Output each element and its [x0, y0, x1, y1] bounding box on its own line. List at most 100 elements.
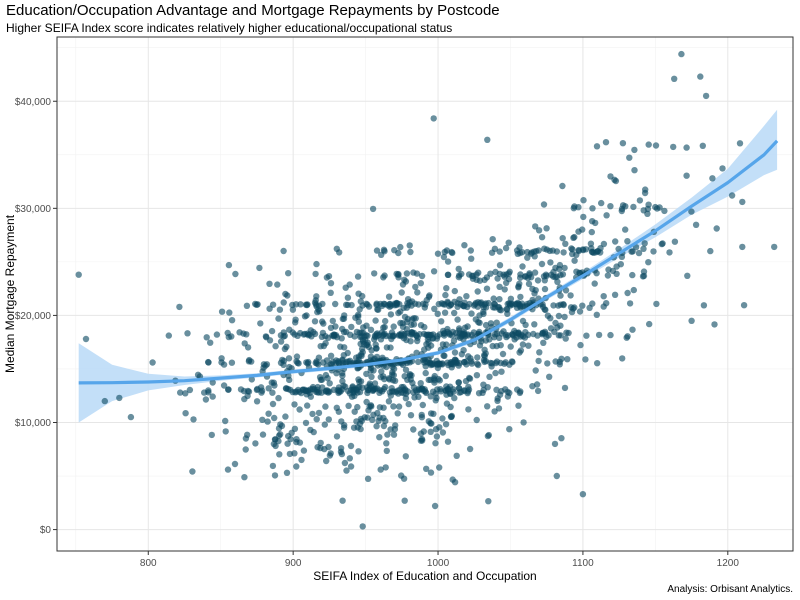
data-point — [277, 332, 285, 339]
data-point — [337, 445, 345, 452]
data-point — [493, 319, 500, 326]
data-point — [455, 273, 462, 281]
data-point — [470, 302, 478, 309]
data-point — [562, 240, 569, 247]
data-point — [359, 523, 366, 530]
data-point — [272, 442, 279, 450]
data-point — [613, 263, 620, 270]
data-point — [382, 464, 389, 471]
data-point — [588, 228, 595, 236]
data-point — [313, 260, 320, 268]
data-point — [517, 271, 524, 278]
data-point — [418, 435, 426, 443]
data-point — [260, 361, 268, 368]
data-point — [476, 277, 484, 284]
data-point — [330, 331, 338, 338]
data-point — [377, 387, 384, 394]
data-point — [512, 300, 519, 308]
data-point — [213, 331, 221, 338]
data-point — [495, 405, 503, 412]
data-point — [327, 324, 335, 331]
data-point — [441, 309, 449, 316]
data-point — [417, 280, 424, 287]
data-point — [542, 306, 549, 314]
data-point — [692, 221, 700, 228]
data-point — [592, 219, 599, 227]
data-point — [503, 306, 511, 313]
data-point — [375, 417, 382, 425]
data-point — [576, 269, 583, 276]
data-point — [423, 465, 430, 472]
data-point — [489, 236, 496, 243]
data-point — [284, 292, 291, 299]
data-point — [630, 286, 637, 294]
data-point — [345, 402, 352, 409]
data-point — [435, 360, 442, 367]
data-point — [332, 300, 339, 308]
data-point — [702, 92, 710, 100]
data-point — [225, 261, 233, 269]
data-point — [205, 387, 212, 394]
data-point — [259, 416, 266, 423]
data-point — [404, 300, 411, 307]
data-point — [430, 115, 437, 122]
data-point — [587, 240, 595, 247]
data-point — [314, 389, 321, 396]
data-point — [339, 369, 346, 377]
data-point — [323, 357, 331, 364]
data-point — [332, 357, 340, 364]
data-point — [419, 401, 426, 409]
data-point — [562, 335, 569, 342]
data-point — [344, 294, 352, 301]
data-point — [356, 306, 363, 313]
data-point — [274, 281, 281, 288]
data-point — [683, 144, 690, 151]
data-point — [244, 387, 252, 395]
data-point — [624, 333, 631, 340]
data-point — [322, 371, 330, 379]
data-point — [505, 239, 512, 246]
data-point — [415, 393, 422, 400]
data-point — [333, 433, 341, 440]
data-point — [678, 50, 685, 58]
data-point — [506, 268, 513, 275]
data-point — [383, 447, 390, 455]
data-point — [386, 300, 393, 308]
data-point — [347, 442, 355, 450]
data-point — [464, 323, 471, 330]
data-point — [433, 433, 441, 440]
data-point — [307, 386, 314, 393]
data-point — [402, 453, 409, 460]
data-point — [513, 247, 521, 254]
data-point — [652, 142, 660, 149]
data-point — [348, 323, 355, 331]
data-point — [266, 280, 273, 287]
data-point — [432, 390, 439, 397]
x-axis-title: SEIFA Index of Education and Occupation — [313, 569, 536, 583]
data-point — [317, 439, 324, 447]
data-point — [645, 259, 652, 266]
data-point — [375, 306, 382, 313]
data-point — [443, 285, 450, 292]
data-point — [291, 450, 298, 457]
data-point — [427, 469, 435, 476]
data-point — [347, 463, 355, 470]
data-point — [619, 140, 627, 147]
data-point — [484, 136, 491, 143]
data-point — [589, 205, 596, 212]
data-point — [465, 406, 472, 413]
x-axis-ticks: 800 900 1000 1100 1200 — [140, 551, 739, 569]
data-point — [353, 386, 360, 394]
data-point — [378, 329, 385, 336]
data-point — [316, 308, 323, 315]
data-point — [400, 475, 408, 482]
data-point — [265, 385, 272, 392]
data-point — [355, 376, 362, 383]
data-point — [501, 286, 508, 293]
data-point — [357, 415, 365, 423]
data-point — [430, 268, 438, 275]
data-point — [276, 451, 283, 458]
data-point — [415, 358, 422, 366]
data-point — [740, 302, 748, 309]
data-point — [101, 397, 109, 405]
